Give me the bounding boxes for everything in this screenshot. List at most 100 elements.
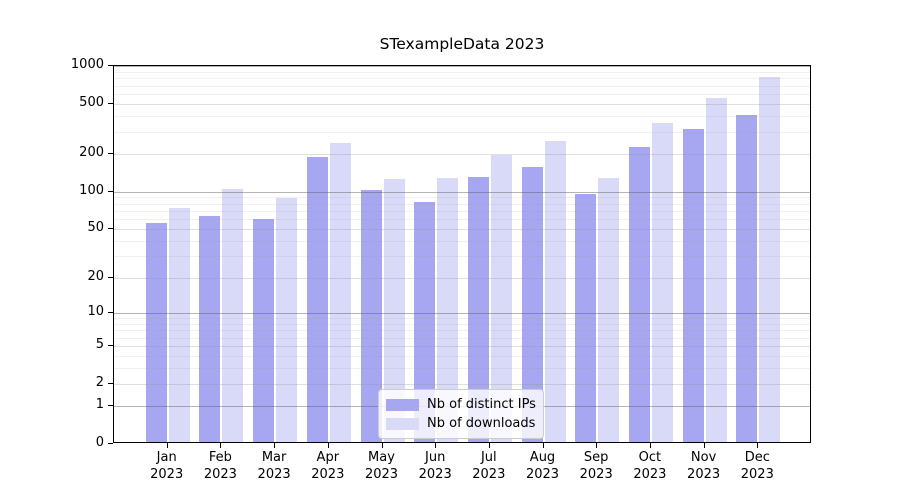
bar-downloads	[490, 154, 512, 442]
bar-downloads	[329, 143, 351, 442]
bar-distinct-ips	[360, 189, 382, 442]
y-tick-mark	[108, 276, 113, 278]
bar-distinct-ips	[306, 157, 328, 442]
x-tick-mark	[327, 443, 329, 448]
y-tick-mark	[108, 311, 113, 313]
x-tick-label-oct: Oct 2023	[633, 450, 667, 482]
y-tick-mark	[108, 228, 113, 229]
legend-item-distinct-ips: Nb of distinct IPs	[386, 395, 536, 414]
bar-distinct-ips	[682, 129, 704, 442]
y-tick-mark	[108, 443, 113, 444]
x-tick-mark	[381, 443, 383, 448]
x-tick-label-sep: Sep 2023	[579, 450, 613, 482]
bar-distinct-ips	[628, 147, 650, 442]
minor-gridline-900	[114, 72, 810, 73]
gridline-10	[114, 312, 810, 314]
x-tick-mark	[542, 443, 544, 448]
x-tick-label-may: May 2023	[364, 450, 399, 482]
x-tick-label-jul: Jul 2023	[472, 450, 506, 482]
x-tick-mark	[488, 443, 490, 448]
y-tick-label-50: 50	[87, 220, 104, 235]
gridline-100	[114, 191, 810, 193]
x-tick-mark	[703, 443, 705, 448]
minor-gridline-7	[114, 330, 810, 332]
x-tick-mark	[220, 443, 222, 448]
bar-downloads	[705, 98, 727, 442]
gridline-20	[114, 277, 810, 279]
legend-label-distinct-ips: Nb of distinct IPs	[427, 397, 536, 412]
y-tick-label-200: 200	[79, 145, 104, 160]
x-tick-mark	[649, 443, 651, 448]
gridline-5	[114, 346, 810, 347]
x-tick-mark	[166, 443, 168, 448]
gridline-50	[114, 229, 810, 230]
bar-distinct-ips	[414, 201, 436, 442]
x-tick-mark	[596, 443, 598, 448]
bar-downloads	[759, 76, 781, 442]
minor-gridline-400	[114, 116, 810, 118]
minor-gridline-3	[114, 368, 810, 370]
x-tick-label-apr: Apr 2023	[311, 450, 345, 482]
x-tick-label-aug: Aug 2023	[525, 450, 560, 482]
minor-gridline-4	[114, 356, 810, 357]
plot-area	[113, 65, 811, 443]
legend-item-downloads: Nb of downloads	[386, 414, 535, 433]
legend-label-downloads: Nb of downloads	[427, 416, 536, 431]
minor-gridline-40	[114, 240, 810, 242]
bar-distinct-ips	[467, 176, 489, 442]
minor-gridline-30	[114, 256, 810, 258]
bar-distinct-ips	[145, 222, 167, 442]
minor-gridline-8	[114, 323, 810, 325]
bar-downloads	[651, 123, 673, 442]
y-tick-label-5: 5	[95, 337, 104, 352]
y-tick-label-0: 0	[95, 435, 104, 450]
y-tick-mark	[108, 382, 113, 384]
gridline-200	[114, 154, 810, 155]
y-tick-label-100: 100	[79, 182, 104, 198]
bar-downloads	[168, 208, 190, 442]
minor-gridline-300	[114, 131, 810, 133]
minor-gridline-9	[114, 318, 810, 320]
x-tick-label-nov: Nov 2023	[687, 450, 721, 482]
bar-downloads	[598, 178, 620, 442]
bar-distinct-ips	[199, 215, 221, 442]
y-tick-mark	[108, 103, 113, 105]
y-tick-mark	[108, 65, 113, 67]
bars-layer	[114, 66, 810, 442]
y-tick-mark	[108, 345, 113, 346]
minor-gridline-600	[114, 94, 810, 96]
bar-distinct-ips	[521, 167, 543, 442]
bar-downloads	[544, 140, 566, 442]
legend-swatch-downloads	[386, 417, 419, 430]
minor-gridline-80	[114, 203, 810, 205]
x-tick-label-dec: Dec 2023	[740, 450, 774, 482]
y-tick-mark	[108, 405, 113, 407]
y-tick-mark	[108, 153, 113, 154]
gridline-500	[114, 104, 810, 106]
bar-downloads	[222, 189, 244, 442]
legend: Nb of distinct IPs Nb of downloads	[378, 389, 544, 439]
x-tick-label-mar: Mar 2023	[257, 450, 291, 482]
bar-distinct-ips	[253, 219, 275, 442]
y-tick-label-2: 2	[95, 374, 104, 390]
legend-swatch-distinct-ips	[386, 398, 419, 411]
x-tick-label-jun: Jun 2023	[418, 450, 452, 482]
bar-downloads	[437, 177, 459, 442]
x-tick-label-feb: Feb 2023	[203, 450, 237, 482]
bar-distinct-ips	[736, 114, 758, 442]
y-tick-mark	[108, 190, 113, 192]
minor-gridline-70	[114, 210, 810, 212]
bar-downloads	[383, 178, 405, 442]
y-tick-label-1000: 1000	[70, 57, 104, 73]
chart-title: STexampleData 2023	[379, 35, 545, 53]
minor-gridline-60	[114, 219, 810, 221]
minor-gridline-6	[114, 337, 810, 339]
y-tick-label-500: 500	[79, 95, 104, 111]
x-tick-mark	[435, 443, 437, 448]
gridline-1000	[114, 66, 810, 68]
gridline-2	[114, 383, 810, 385]
x-tick-mark	[274, 443, 276, 448]
bar-downloads	[276, 197, 298, 442]
minor-gridline-700	[114, 85, 810, 87]
